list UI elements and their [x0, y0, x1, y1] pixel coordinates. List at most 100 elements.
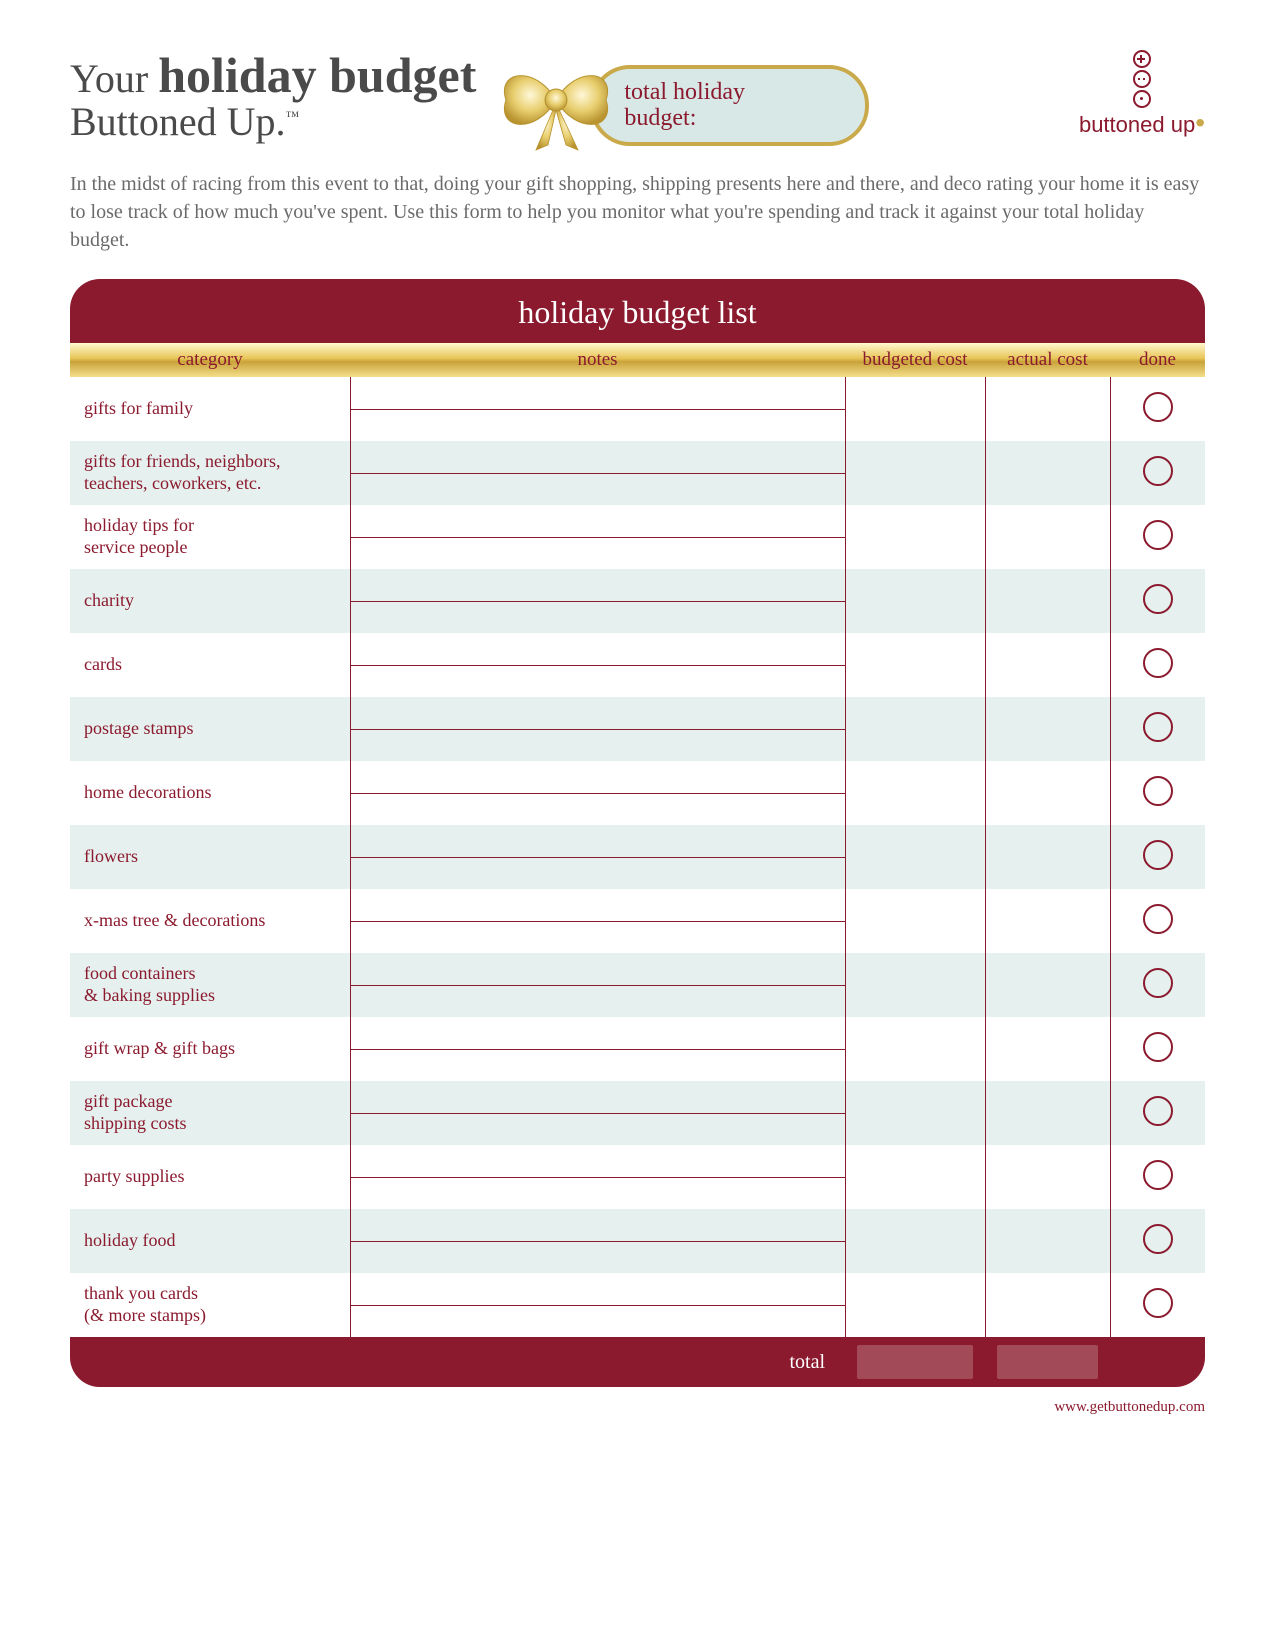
footer-url: www.getbuttonedup.com: [70, 1399, 1205, 1416]
done-checkbox[interactable]: [1143, 584, 1173, 614]
notes-cell[interactable]: [350, 889, 845, 953]
budgeted-cost-cell[interactable]: [845, 633, 985, 697]
total-budgeted-cell[interactable]: [845, 1337, 985, 1387]
notes-cell[interactable]: [350, 1081, 845, 1145]
budgeted-cost-cell[interactable]: [845, 1017, 985, 1081]
actual-cost-cell[interactable]: [985, 505, 1110, 569]
total-actual-cell[interactable]: [985, 1337, 1110, 1387]
actual-cost-cell[interactable]: [985, 569, 1110, 633]
bow-icon: [486, 55, 626, 155]
col-header-notes: notes: [350, 343, 845, 377]
table-row: x-mas tree & decorations: [70, 889, 1205, 953]
note-divider: [351, 729, 845, 730]
actual-cost-cell[interactable]: [985, 1209, 1110, 1273]
category-cell: holiday tips forservice people: [70, 505, 350, 569]
notes-cell[interactable]: [350, 441, 845, 505]
done-checkbox[interactable]: [1143, 520, 1173, 550]
note-divider: [351, 857, 845, 858]
notes-cell[interactable]: [350, 569, 845, 633]
done-checkbox[interactable]: [1143, 1096, 1173, 1126]
category-cell: thank you cards(& more stamps): [70, 1273, 350, 1337]
actual-cost-cell[interactable]: [985, 1081, 1110, 1145]
actual-cost-cell[interactable]: [985, 1145, 1110, 1209]
notes-cell[interactable]: [350, 697, 845, 761]
table-row: gift wrap & gift bags: [70, 1017, 1205, 1081]
category-cell: holiday food: [70, 1209, 350, 1273]
done-checkbox[interactable]: [1143, 648, 1173, 678]
done-checkbox[interactable]: [1143, 904, 1173, 934]
budgeted-cost-cell[interactable]: [845, 761, 985, 825]
done-checkbox[interactable]: [1143, 1224, 1173, 1254]
badge-line1: total holiday: [624, 79, 745, 105]
category-cell: cards: [70, 633, 350, 697]
done-checkbox[interactable]: [1143, 1288, 1173, 1318]
notes-cell[interactable]: [350, 953, 845, 1017]
table-row: thank you cards(& more stamps): [70, 1273, 1205, 1337]
notes-cell[interactable]: [350, 825, 845, 889]
notes-cell[interactable]: [350, 505, 845, 569]
title-block: Your holiday budget Buttoned Up.™: [70, 50, 476, 144]
logo-text: buttoned up•: [1079, 112, 1205, 138]
actual-cost-cell[interactable]: [985, 1017, 1110, 1081]
notes-cell[interactable]: [350, 761, 845, 825]
total-done-spacer: [1110, 1337, 1205, 1387]
done-cell: [1110, 697, 1205, 761]
done-checkbox[interactable]: [1143, 456, 1173, 486]
notes-cell[interactable]: [350, 1209, 845, 1273]
budgeted-cost-cell[interactable]: [845, 377, 985, 441]
done-checkbox[interactable]: [1143, 392, 1173, 422]
col-header-budgeted: budgeted cost: [845, 343, 985, 377]
budgeted-cost-cell[interactable]: [845, 953, 985, 1017]
title-prefix: Your: [70, 56, 158, 101]
done-checkbox[interactable]: [1143, 776, 1173, 806]
note-divider: [351, 921, 845, 922]
actual-cost-cell[interactable]: [985, 953, 1110, 1017]
done-cell: [1110, 825, 1205, 889]
done-checkbox[interactable]: [1143, 968, 1173, 998]
notes-cell[interactable]: [350, 1017, 845, 1081]
done-checkbox[interactable]: [1143, 1032, 1173, 1062]
table-row: gifts for family: [70, 377, 1205, 441]
budgeted-cost-cell[interactable]: [845, 889, 985, 953]
note-divider: [351, 1113, 845, 1114]
actual-cost-cell[interactable]: [985, 441, 1110, 505]
budgeted-cost-cell[interactable]: [845, 1081, 985, 1145]
intro-text: In the midst of racing from this event t…: [70, 170, 1205, 254]
budgeted-cost-cell[interactable]: [845, 569, 985, 633]
actual-cost-cell[interactable]: [985, 825, 1110, 889]
done-cell: [1110, 505, 1205, 569]
budgeted-cost-cell[interactable]: [845, 1273, 985, 1337]
note-divider: [351, 1305, 845, 1306]
budgeted-cost-cell[interactable]: [845, 1209, 985, 1273]
budgeted-cost-cell[interactable]: [845, 441, 985, 505]
actual-cost-cell[interactable]: [985, 761, 1110, 825]
note-divider: [351, 601, 845, 602]
category-cell: gift packageshipping costs: [70, 1081, 350, 1145]
table-row: holiday tips forservice people: [70, 505, 1205, 569]
notes-cell[interactable]: [350, 1273, 845, 1337]
done-checkbox[interactable]: [1143, 1160, 1173, 1190]
actual-cost-cell[interactable]: [985, 697, 1110, 761]
budgeted-cost-cell[interactable]: [845, 505, 985, 569]
done-checkbox[interactable]: [1143, 840, 1173, 870]
table-row: cards: [70, 633, 1205, 697]
col-header-done: done: [1110, 343, 1205, 377]
done-cell: [1110, 1081, 1205, 1145]
budgeted-cost-cell[interactable]: [845, 825, 985, 889]
budgeted-cost-cell[interactable]: [845, 697, 985, 761]
actual-cost-cell[interactable]: [985, 889, 1110, 953]
table-row: flowers: [70, 825, 1205, 889]
notes-cell[interactable]: [350, 633, 845, 697]
actual-cost-cell[interactable]: [985, 1273, 1110, 1337]
notes-cell[interactable]: [350, 377, 845, 441]
done-checkbox[interactable]: [1143, 712, 1173, 742]
done-cell: [1110, 889, 1205, 953]
actual-cost-cell[interactable]: [985, 377, 1110, 441]
actual-cost-cell[interactable]: [985, 633, 1110, 697]
col-header-category: category: [70, 343, 350, 377]
notes-cell[interactable]: [350, 1145, 845, 1209]
category-cell: home decorations: [70, 761, 350, 825]
button-icon-one-hole: [1133, 90, 1151, 108]
budgeted-cost-cell[interactable]: [845, 1145, 985, 1209]
total-budget-badge[interactable]: total holiday budget:: [590, 65, 869, 146]
